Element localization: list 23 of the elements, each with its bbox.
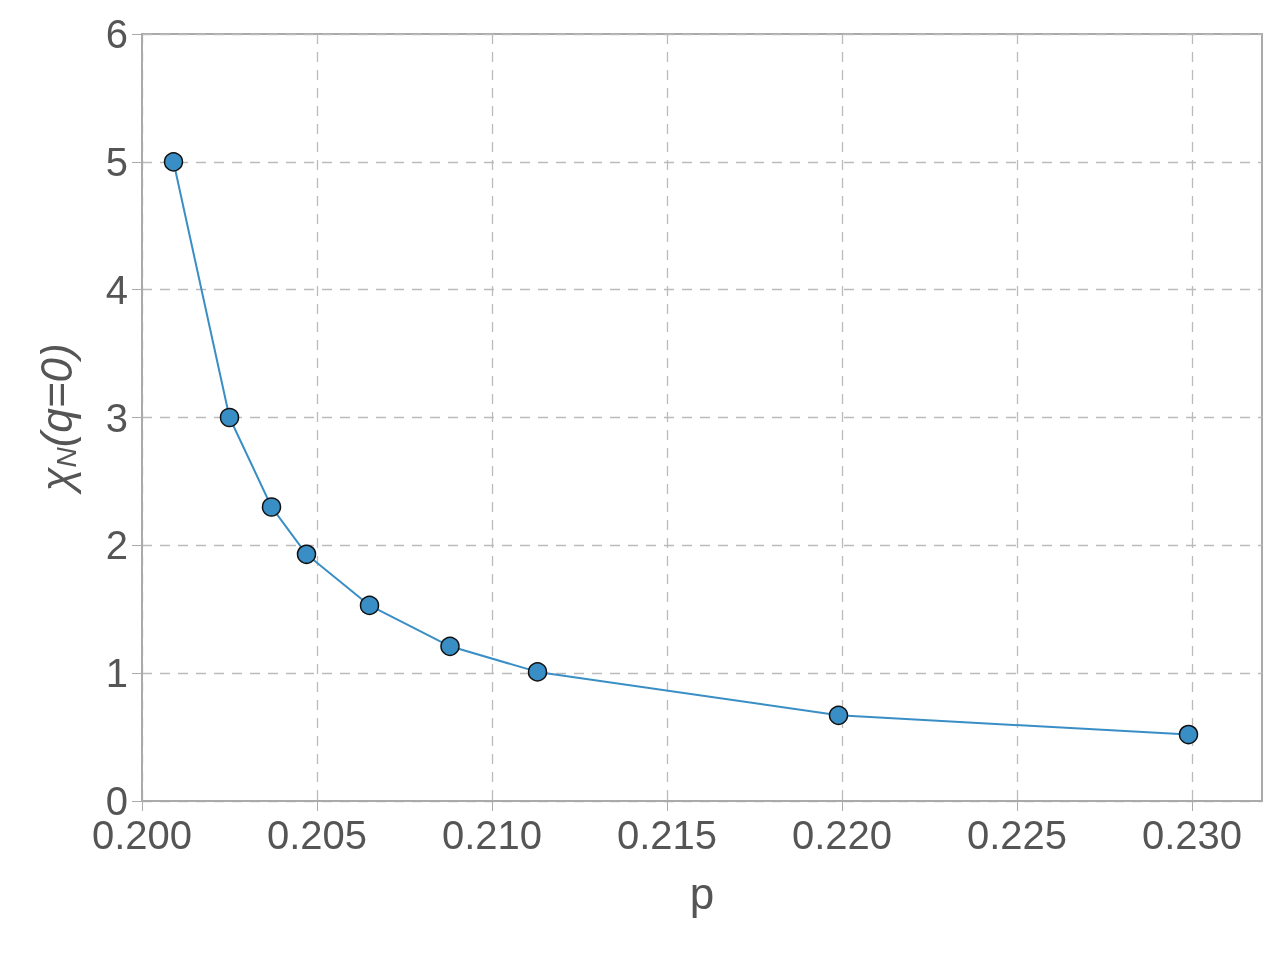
y-tick-label: 6 (105, 12, 128, 56)
y-tick-label: 1 (105, 651, 128, 696)
x-tick-label: 0.215 (616, 813, 718, 857)
y-tick-label: 3 (105, 395, 128, 440)
point (359, 595, 380, 616)
x-axis-title: p (689, 868, 715, 918)
point (440, 636, 460, 657)
x-tick-label: 0.230 (1141, 813, 1243, 857)
y-tick-label: 4 (105, 267, 128, 312)
x-tick-label: 0.210 (441, 813, 543, 857)
point (527, 662, 548, 682)
point (163, 152, 184, 172)
point (296, 544, 317, 565)
x-tick-label: 0.225 (966, 813, 1068, 857)
point (219, 407, 240, 428)
point (261, 497, 282, 517)
x-tick-label: 0.220 (791, 813, 893, 857)
y-axis-title: χN(q=0) (31, 343, 82, 496)
x-tick-label: 0.205 (266, 813, 368, 857)
y-tick-label: 5 (105, 139, 128, 184)
point (828, 705, 849, 726)
y-tick-label: 2 (105, 523, 128, 568)
point (1178, 724, 1199, 745)
